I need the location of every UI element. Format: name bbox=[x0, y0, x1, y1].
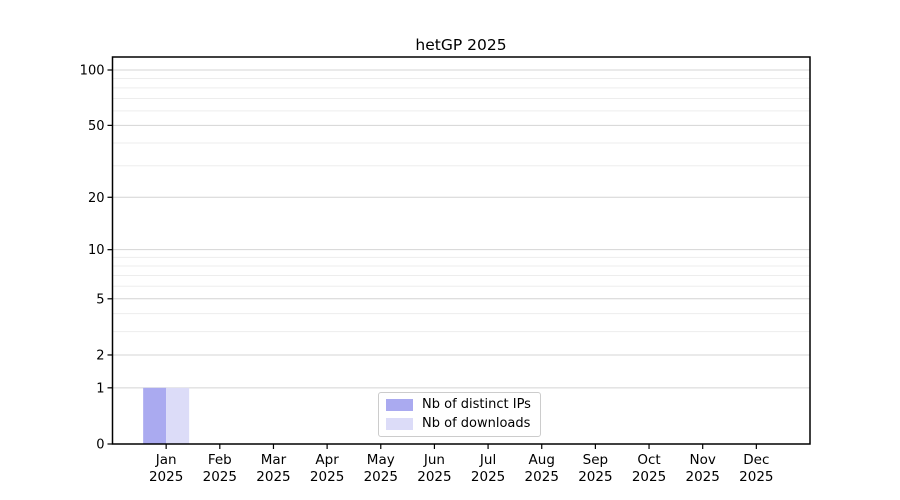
x-tick-label-month: Jan bbox=[155, 452, 177, 468]
y-tick-label: 10 bbox=[88, 243, 105, 258]
legend-label-downloads: Nb of downloads bbox=[422, 416, 531, 431]
x-tick-label-month: Oct bbox=[637, 452, 660, 468]
x-tick-label-year: 2025 bbox=[256, 469, 290, 485]
y-tick-label: 100 bbox=[80, 64, 105, 79]
legend: Nb of distinct IPs Nb of downloads bbox=[378, 392, 541, 437]
x-tick-label-year: 2025 bbox=[149, 469, 183, 485]
x-tick-label-month: Dec bbox=[743, 452, 769, 468]
x-tick-label-year: 2025 bbox=[686, 469, 720, 485]
x-tick-label-month: Mar bbox=[261, 452, 287, 468]
x-tick-label-year: 2025 bbox=[632, 469, 666, 485]
x-tick-label-year: 2025 bbox=[525, 469, 559, 485]
x-tick-label-month: Apr bbox=[315, 452, 339, 468]
legend-swatch-distinct-ips bbox=[386, 399, 413, 411]
bar-downloads-jan bbox=[166, 387, 190, 444]
x-tick-label-year: 2025 bbox=[364, 469, 398, 485]
x-tick-label-year: 2025 bbox=[203, 469, 237, 485]
x-tick-label-year: 2025 bbox=[578, 469, 612, 485]
x-tick-label-month: Aug bbox=[529, 452, 555, 468]
x-tick-label-month: Jul bbox=[479, 452, 496, 468]
x-tick-label-month: Feb bbox=[208, 452, 232, 468]
y-tick-label: 0 bbox=[96, 438, 104, 453]
x-tick-label-year: 2025 bbox=[739, 469, 773, 485]
y-tick-label: 50 bbox=[88, 119, 105, 134]
legend-label-distinct-ips: Nb of distinct IPs bbox=[422, 397, 531, 412]
y-tick-label: 20 bbox=[88, 191, 105, 206]
x-tick-label-year: 2025 bbox=[310, 469, 344, 485]
y-tick-label: 2 bbox=[96, 348, 104, 363]
legend-item-distinct-ips: Nb of distinct IPs bbox=[386, 397, 531, 413]
y-tick-label: 5 bbox=[96, 292, 104, 307]
chart-title: hetGP 2025 bbox=[415, 36, 507, 54]
plot-border bbox=[111, 56, 811, 445]
x-tick-label-year: 2025 bbox=[471, 469, 505, 485]
legend-swatch-downloads bbox=[386, 418, 413, 430]
x-tick-label-month: Sep bbox=[583, 452, 608, 468]
x-tick-label-month: May bbox=[367, 452, 395, 468]
bar-distinct-ips-jan bbox=[143, 387, 167, 444]
y-tick-label: 1 bbox=[96, 381, 104, 396]
x-tick-label-month: Jun bbox=[423, 452, 445, 468]
legend-item-downloads: Nb of downloads bbox=[386, 416, 531, 432]
x-tick-label-month: Nov bbox=[690, 452, 716, 468]
x-tick-label-year: 2025 bbox=[417, 469, 451, 485]
